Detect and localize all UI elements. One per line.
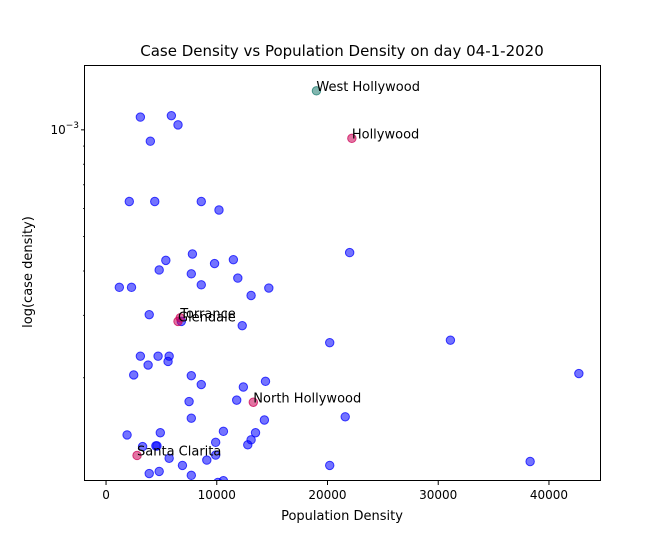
x-tick-label: 40000: [530, 488, 568, 502]
data-point-default: [186, 269, 197, 279]
data-point-default: [135, 112, 146, 122]
data-point-default: [260, 376, 271, 387]
data-point-default: [154, 265, 164, 275]
point-annotation: Santa Clarita: [137, 444, 221, 459]
data-point-default: [264, 283, 274, 293]
x-axis-label: Population Density: [281, 509, 403, 524]
data-point-default: [210, 450, 221, 460]
data-point-default: [250, 428, 261, 438]
data-point-default: [144, 468, 154, 479]
data-point-default: [210, 437, 221, 448]
data-point-default: [196, 379, 206, 390]
data-point-default: [166, 110, 177, 121]
point-annotation: Torrance: [179, 307, 236, 322]
data-point-default: [525, 456, 535, 467]
data-point-top: [311, 86, 322, 96]
axis-ticks: 0 10000 20000 30000 40000 10−3: [50, 121, 568, 502]
data-points: [114, 86, 584, 481]
data-point-default: [214, 205, 224, 215]
data-point-default: [186, 370, 197, 381]
data-point-default: [122, 430, 132, 440]
data-point-default: [173, 120, 183, 130]
point-annotation: Glendale: [178, 310, 236, 325]
data-point-default: [344, 247, 355, 258]
data-point-default: [161, 255, 171, 266]
data-point-default: [228, 254, 239, 265]
data-point-default: [237, 320, 247, 331]
data-point-default: [340, 412, 350, 422]
data-point-default: [325, 460, 335, 471]
data-point-default: [213, 477, 223, 481]
data-point-default: [325, 337, 335, 348]
x-tick-label: 20000: [308, 488, 346, 502]
data-point-default: [150, 196, 160, 207]
data-point-default: [164, 453, 174, 463]
plot-frame: [84, 65, 601, 481]
data-point-highlight: [248, 397, 259, 407]
data-point-default: [144, 309, 154, 320]
data-point-highlight: [132, 450, 142, 461]
data-point-default: [187, 249, 198, 259]
data-point-default: [218, 426, 229, 437]
x-tick-label: 10000: [198, 488, 236, 502]
data-point-default: [135, 351, 146, 361]
data-point-default: [137, 441, 148, 452]
data-point-default: [574, 368, 584, 379]
data-point-default: [177, 460, 188, 471]
data-point-default: [152, 441, 162, 451]
chart-title: Case Density vs Population Density on da…: [140, 42, 544, 60]
data-point-default: [153, 351, 163, 361]
data-point-default: [445, 335, 456, 345]
point-annotation: West Hollywood: [316, 80, 420, 95]
data-point-default: [243, 440, 253, 450]
data-point-default: [184, 396, 194, 407]
data-point-default: [155, 428, 165, 438]
data-point-default: [126, 282, 137, 293]
y-tick-label: 10−3: [50, 121, 79, 137]
data-point-default: [246, 290, 256, 301]
data-point-default: [259, 415, 270, 425]
data-point-default: [124, 196, 134, 207]
data-point-default: [231, 395, 242, 405]
data-point-default: [129, 370, 139, 380]
data-point-default: [186, 413, 197, 423]
x-tick-label: 30000: [419, 488, 457, 502]
data-point-default: [196, 280, 206, 290]
data-point-highlight: [347, 133, 357, 144]
data-point-default: [145, 136, 156, 146]
data-point-highlight: [173, 316, 183, 327]
data-point-default: [186, 470, 197, 481]
data-point-default: [202, 455, 212, 465]
data-point-default: [143, 360, 153, 370]
y-axis-label: log(case density): [21, 216, 36, 328]
data-point-default: [163, 356, 173, 367]
point-annotation: North Hollywood: [253, 391, 361, 406]
data-point-default: [233, 273, 243, 283]
x-tick-label: 0: [102, 488, 110, 502]
data-point-default: [154, 466, 164, 477]
data-point-default: [209, 258, 220, 269]
point-annotation: Hollywood: [352, 127, 419, 142]
data-point-default: [196, 196, 206, 207]
data-point-default: [114, 282, 125, 293]
data-point-default: [238, 382, 249, 392]
